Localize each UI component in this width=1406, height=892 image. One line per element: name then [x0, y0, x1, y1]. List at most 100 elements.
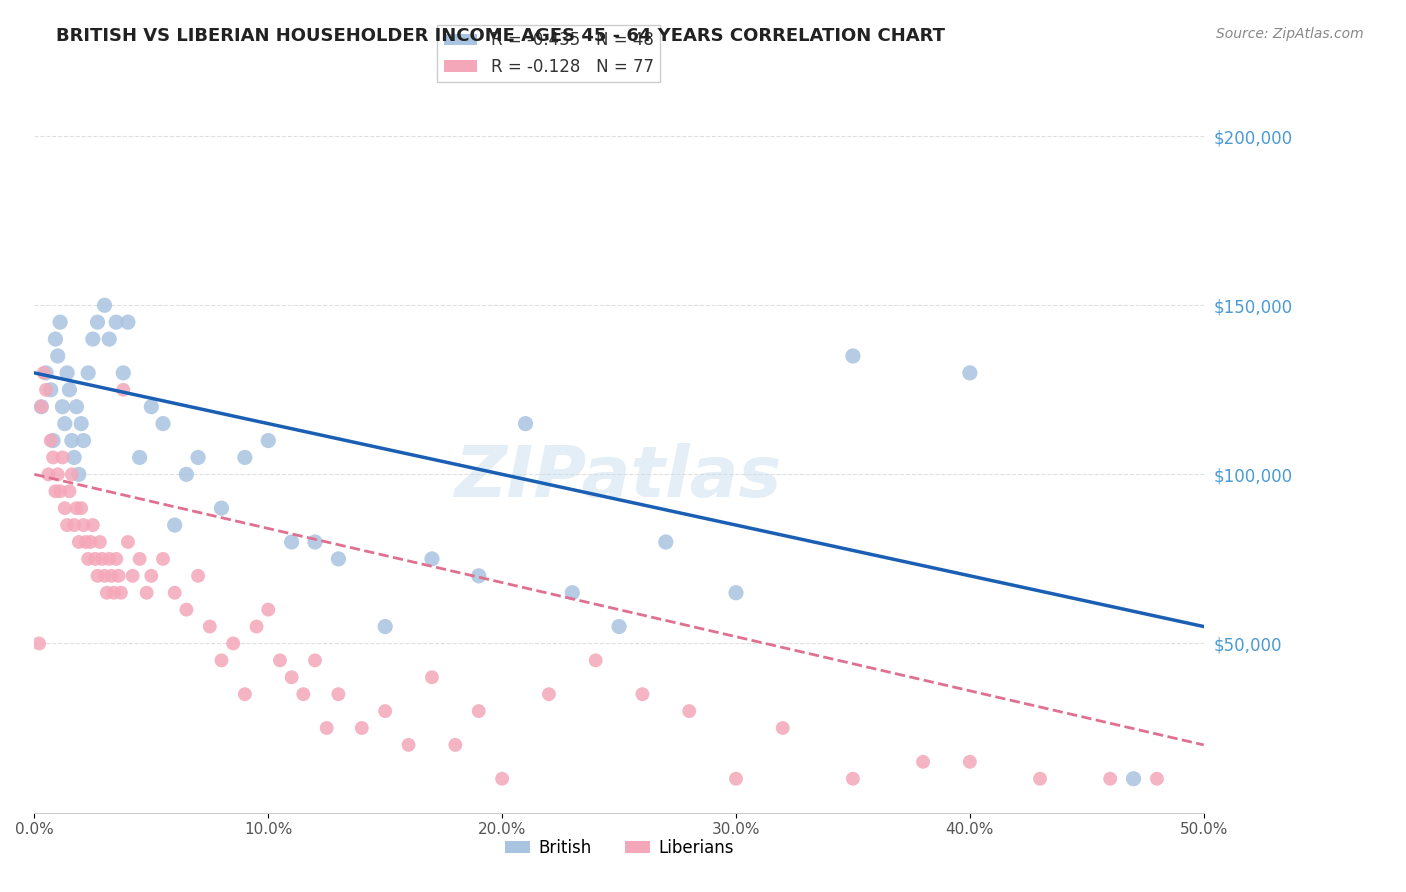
- Point: [1099, 772, 1122, 786]
- Point: [28, 636, 51, 650]
- Point: [257, 602, 280, 616]
- Point: [187, 450, 209, 465]
- Point: [42, 434, 65, 448]
- Point: [959, 366, 981, 380]
- Point: [959, 755, 981, 769]
- Point: [211, 653, 233, 667]
- Point: [561, 585, 583, 599]
- Point: [46, 349, 69, 363]
- Point: [53, 501, 76, 516]
- Point: [135, 585, 157, 599]
- Point: [280, 670, 302, 684]
- Point: [724, 585, 747, 599]
- Point: [1146, 772, 1168, 786]
- Point: [63, 518, 86, 533]
- Point: [304, 535, 326, 549]
- Point: [67, 467, 90, 482]
- Point: [585, 653, 607, 667]
- Point: [53, 417, 76, 431]
- Point: [1029, 772, 1052, 786]
- Point: [222, 636, 245, 650]
- Point: [420, 670, 443, 684]
- Point: [163, 585, 186, 599]
- Point: [70, 501, 93, 516]
- Point: [537, 687, 560, 701]
- Point: [58, 383, 80, 397]
- Point: [35, 366, 58, 380]
- Point: [77, 366, 100, 380]
- Text: Source: ZipAtlas.com: Source: ZipAtlas.com: [1216, 27, 1364, 41]
- Point: [35, 383, 58, 397]
- Point: [30, 400, 52, 414]
- Point: [82, 518, 104, 533]
- Point: [44, 332, 66, 346]
- Point: [79, 535, 101, 549]
- Point: [77, 552, 100, 566]
- Point: [107, 569, 129, 583]
- Point: [60, 467, 83, 482]
- Point: [631, 687, 654, 701]
- Point: [233, 450, 256, 465]
- Point: [84, 552, 107, 566]
- Text: ZIPatlas: ZIPatlas: [456, 443, 783, 512]
- Point: [72, 518, 94, 533]
- Point: [58, 484, 80, 499]
- Point: [187, 569, 209, 583]
- Point: [152, 552, 174, 566]
- Point: [842, 772, 865, 786]
- Point: [30, 400, 52, 414]
- Text: BRITISH VS LIBERIAN HOUSEHOLDER INCOME AGES 45 - 64 YEARS CORRELATION CHART: BRITISH VS LIBERIAN HOUSEHOLDER INCOME A…: [56, 27, 945, 45]
- Point: [112, 383, 135, 397]
- Point: [245, 619, 267, 633]
- Point: [32, 366, 55, 380]
- Point: [105, 552, 128, 566]
- Point: [56, 366, 79, 380]
- Point: [444, 738, 467, 752]
- Point: [65, 501, 87, 516]
- Point: [842, 349, 865, 363]
- Point: [44, 484, 66, 499]
- Point: [100, 569, 122, 583]
- Point: [328, 687, 350, 701]
- Point: [105, 315, 128, 329]
- Point: [128, 450, 150, 465]
- Point: [374, 704, 396, 718]
- Point: [117, 535, 139, 549]
- Point: [49, 315, 72, 329]
- Point: [39, 434, 62, 448]
- Point: [82, 332, 104, 346]
- Point: [70, 417, 93, 431]
- Point: [211, 501, 233, 516]
- Point: [51, 400, 73, 414]
- Point: [128, 552, 150, 566]
- Point: [655, 535, 678, 549]
- Point: [467, 569, 489, 583]
- Point: [63, 450, 86, 465]
- Point: [198, 619, 221, 633]
- Point: [42, 450, 65, 465]
- Point: [46, 467, 69, 482]
- Point: [328, 552, 350, 566]
- Point: [1122, 772, 1144, 786]
- Point: [121, 569, 143, 583]
- Legend: British, Liberians: British, Liberians: [498, 832, 740, 863]
- Point: [112, 366, 135, 380]
- Point: [304, 653, 326, 667]
- Point: [257, 434, 280, 448]
- Point: [72, 434, 94, 448]
- Point: [176, 602, 198, 616]
- Point: [67, 535, 90, 549]
- Point: [491, 772, 513, 786]
- Point: [420, 552, 443, 566]
- Point: [607, 619, 630, 633]
- Point: [912, 755, 935, 769]
- Point: [49, 484, 72, 499]
- Point: [75, 535, 97, 549]
- Point: [93, 569, 115, 583]
- Point: [56, 518, 79, 533]
- Point: [678, 704, 700, 718]
- Point: [60, 434, 83, 448]
- Point: [269, 653, 291, 667]
- Point: [233, 687, 256, 701]
- Point: [39, 383, 62, 397]
